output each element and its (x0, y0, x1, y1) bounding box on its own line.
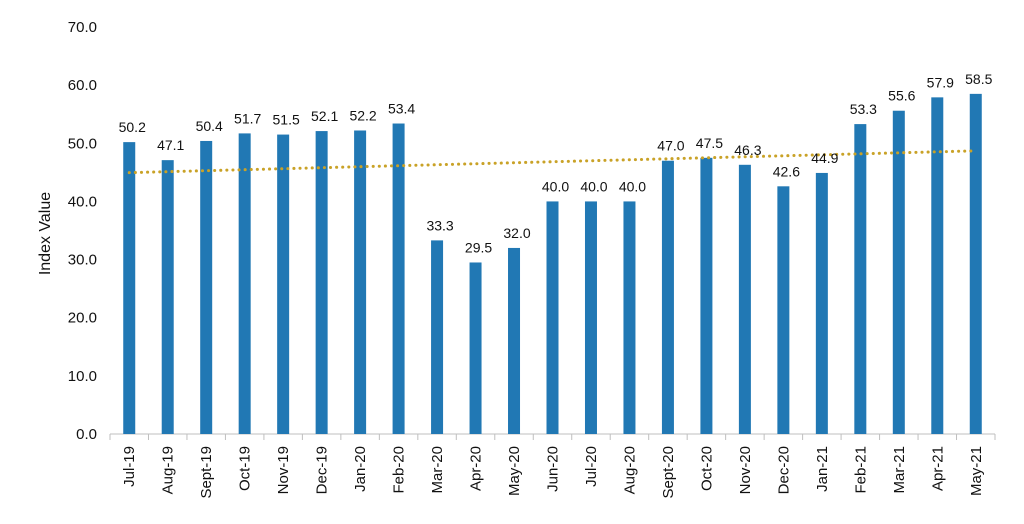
data-label: 42.6 (773, 163, 800, 179)
bar (392, 123, 405, 434)
x-tick-label: Sept-20 (660, 446, 677, 499)
y-tick-label: 60.0 (68, 77, 97, 94)
bar (854, 124, 867, 434)
data-label: 29.5 (465, 239, 492, 255)
bar (238, 133, 251, 434)
data-label: 44.9 (811, 150, 838, 166)
data-label: 33.3 (426, 217, 453, 233)
bar (738, 164, 751, 434)
bar (969, 93, 982, 434)
y-tick-label: 20.0 (68, 310, 97, 327)
bars (123, 93, 982, 435)
x-tick-label: Feb-20 (391, 446, 408, 494)
x-tick-label: Jan-20 (352, 446, 369, 492)
bar (469, 262, 482, 434)
y-tick-label: 30.0 (68, 252, 97, 269)
bar (431, 240, 444, 434)
bar (584, 201, 597, 434)
x-tick-label: Aug-19 (160, 446, 177, 494)
x-tick-label: May-20 (506, 446, 523, 496)
x-tick-label: Jun-20 (545, 446, 562, 492)
x-tick-label: May-21 (968, 446, 985, 496)
x-tick-label: Jan-21 (814, 446, 831, 492)
bar (508, 247, 521, 434)
x-tick-label: Jul-19 (121, 446, 138, 487)
x-tick-labels: Jul-19 Aug-19 Sept-19 Oct-19 Nov-19 Dec-19 Jan… (121, 446, 985, 499)
x-tick-label: Feb-21 (852, 446, 869, 494)
bar (546, 201, 559, 434)
bar (315, 131, 328, 434)
data-label: 53.4 (388, 101, 415, 117)
y-axis-title: Index Value (37, 192, 54, 275)
data-label: 50.2 (119, 119, 146, 135)
x-tick-label: Mar-21 (891, 446, 908, 494)
axes (109, 433, 996, 440)
bar (777, 186, 790, 434)
data-label: 53.3 (850, 101, 877, 117)
bar (931, 97, 944, 435)
y-tick-label: 0.0 (76, 426, 97, 443)
data-label: 51.5 (273, 112, 300, 128)
bar (661, 160, 674, 434)
x-tick-label: Nov-19 (275, 446, 292, 494)
data-label: 51.7 (234, 110, 261, 126)
x-tick-label: Jul-20 (583, 446, 600, 487)
data-label: 55.6 (888, 88, 915, 104)
data-label: 57.9 (927, 74, 954, 90)
x-tick-label: Oct-19 (237, 446, 254, 491)
data-label: 47.0 (657, 138, 684, 154)
data-label: 40.0 (619, 178, 646, 194)
data-label: 47.1 (157, 137, 184, 153)
x-tick-label: Dec-20 (775, 446, 792, 494)
bar (623, 201, 636, 434)
bar (161, 160, 174, 434)
y-tick-labels: 0.0 10.0 20.0 30.0 40.0 50.0 60.0 70.0 (68, 19, 97, 443)
bar (123, 142, 136, 434)
y-tick-label: 10.0 (68, 368, 97, 385)
data-label: 40.0 (580, 178, 607, 194)
data-label: 52.2 (349, 107, 376, 123)
bar (277, 134, 290, 435)
bar (700, 157, 713, 435)
y-tick-label: 50.0 (68, 135, 97, 152)
data-label: 46.3 (734, 142, 761, 158)
bar (815, 172, 828, 434)
x-tick-label: Apr-20 (468, 446, 485, 491)
y-tick-label: 70.0 (68, 19, 97, 36)
data-labels: 50.2 47.1 50.4 51.7 51.5 52.1 52.2 53.4 33.3 29.5… (119, 71, 993, 256)
x-tick-label: Oct-20 (698, 446, 715, 491)
trend-line-path (127, 149, 978, 175)
data-label: 40.0 (542, 178, 569, 194)
data-label: 58.5 (965, 71, 992, 87)
x-tick-label: Mar-20 (429, 446, 446, 494)
y-tick-label: 40.0 (68, 193, 97, 210)
x-tick-label: Dec-19 (314, 446, 331, 494)
trend-line (127, 149, 978, 175)
data-label: 32.0 (503, 225, 530, 241)
bar (200, 140, 213, 434)
x-tick-label: Apr-21 (929, 446, 946, 491)
x-tick-label: Aug-20 (621, 446, 638, 494)
x-tick-label: Nov-20 (737, 446, 754, 494)
bar (892, 110, 905, 435)
x-tick-label: Sept-19 (198, 446, 215, 499)
data-label: 47.5 (696, 135, 723, 151)
data-label: 52.1 (311, 108, 338, 124)
bar (354, 130, 367, 434)
data-label: 50.4 (196, 118, 223, 134)
